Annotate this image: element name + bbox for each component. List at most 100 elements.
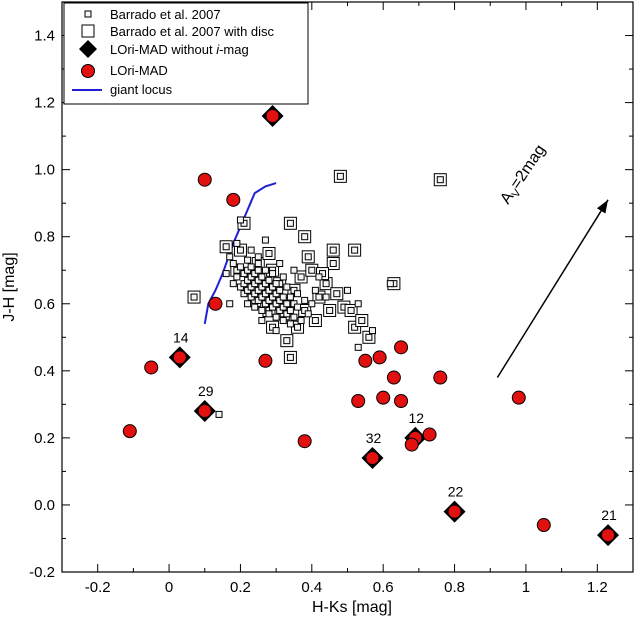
disc-square-inner xyxy=(265,249,273,257)
legend-marker-red-circle xyxy=(81,64,95,78)
y-tick-label: 0.2 xyxy=(34,430,55,447)
disc-square-inner xyxy=(365,333,373,341)
barrado-square xyxy=(272,313,280,321)
lori-circle xyxy=(297,434,312,449)
barrado-square xyxy=(279,317,287,325)
barrado-square xyxy=(297,317,305,325)
barrado-square xyxy=(283,300,291,308)
barrado-square xyxy=(286,293,294,301)
barrado-square xyxy=(222,270,230,278)
barrado-square xyxy=(279,273,287,281)
lori-circle xyxy=(351,394,366,408)
lori-circle xyxy=(404,437,419,452)
lori-circle xyxy=(394,340,409,355)
barrado-square xyxy=(308,300,316,308)
y-tick-label: 0.4 xyxy=(34,363,55,380)
x-tick-label: 0.2 xyxy=(230,579,251,596)
disc-square-inner xyxy=(347,306,355,314)
arrow-head xyxy=(596,199,609,214)
disc-square-inner xyxy=(308,266,316,274)
lori-circle xyxy=(144,360,159,375)
disc-square-inner xyxy=(222,243,230,251)
barrado-square xyxy=(261,236,269,244)
barrado-square xyxy=(344,286,351,294)
legend-marker-small-square xyxy=(84,10,92,18)
lori-circle xyxy=(447,504,462,519)
disc-square-inner xyxy=(329,260,337,268)
point-label: 12 xyxy=(409,410,425,426)
barrado-square xyxy=(311,286,319,294)
barrado-square xyxy=(290,313,298,321)
barrado-square xyxy=(265,276,273,284)
disc-square-inner xyxy=(436,176,444,184)
disc-square-inner xyxy=(329,246,337,254)
disc-square-inner xyxy=(351,246,359,254)
barrado-square xyxy=(258,273,266,281)
barrado-square xyxy=(233,273,241,281)
disc-square-inner xyxy=(297,273,305,281)
barrado-square xyxy=(265,310,273,318)
barrado-square xyxy=(251,303,259,311)
lori-circle xyxy=(601,528,616,543)
disc-square-inner xyxy=(236,246,244,254)
barrado-square xyxy=(233,239,241,247)
disc-square-inner xyxy=(304,253,312,261)
extinction-label: AV=2mag xyxy=(497,142,551,209)
legend-label-lori: LOri-MAD xyxy=(110,63,168,78)
lori-circle xyxy=(122,424,137,439)
y-tick-label: 0.8 xyxy=(34,229,55,246)
barrado-square xyxy=(368,327,376,335)
disc-square-inner xyxy=(286,219,294,227)
axis-ticks: -0.2 0 0.2 0.4 0.6 0.8 1 1.2 -0.2 0.0 0.2 0.4 0.6 0.8… xyxy=(29,1,634,596)
barrado-square xyxy=(226,253,234,261)
disc-square-inner xyxy=(326,306,334,314)
lori-circle xyxy=(376,390,391,405)
barrado-square xyxy=(254,266,262,274)
lori-circle xyxy=(372,350,387,365)
lori-circle xyxy=(386,370,401,385)
barrado-square xyxy=(354,300,362,308)
x-tick-label: 0.4 xyxy=(301,579,322,596)
barrado-square xyxy=(286,320,294,328)
barrado-square xyxy=(294,290,302,298)
disc-square-inner xyxy=(333,290,341,298)
x-tick-label: 0 xyxy=(165,579,173,596)
legend-label-lori-no-i: LOri-MAD without i-mag xyxy=(110,42,249,57)
lori-circle xyxy=(511,390,526,405)
legend-marker-diamond xyxy=(79,40,97,58)
x-tick-label: 0.8 xyxy=(444,579,465,596)
barrado-square xyxy=(301,296,309,304)
y-tick-label: -0.2 xyxy=(29,564,55,581)
legend-label-barrado: Barrado et al. 2007 xyxy=(110,7,221,22)
barrado-square xyxy=(236,216,244,224)
y-tick-label: 0.6 xyxy=(34,296,55,313)
legend: Barrado et al. 2007 Barrado et al. 2007 … xyxy=(63,2,309,105)
legend-label-barrado-disc: Barrado et al. 2007 with disc xyxy=(110,24,275,39)
barrado-square xyxy=(315,273,323,281)
barrado-square xyxy=(261,266,269,274)
barrado-square xyxy=(244,300,252,308)
disc-square-inner xyxy=(311,317,319,325)
point-label: 32 xyxy=(366,430,382,446)
y-tick-label: 1.0 xyxy=(34,162,55,179)
x-tick-label: -0.2 xyxy=(85,579,111,596)
disc-square-inner xyxy=(358,317,366,325)
barrado-square xyxy=(258,317,266,325)
barrado-square xyxy=(215,410,223,418)
barrado-square xyxy=(272,327,280,335)
legend-label-giant: giant locus xyxy=(110,82,173,97)
lori-circle xyxy=(197,172,212,187)
lori-circle xyxy=(422,427,437,442)
lori-circle xyxy=(433,370,448,385)
disc-square-inner xyxy=(294,323,302,331)
disc-square-inner xyxy=(322,280,330,288)
lori-circle xyxy=(358,353,373,368)
barrado-square xyxy=(258,306,266,314)
y-tick-label: 1.2 xyxy=(34,95,55,112)
point-label: 22 xyxy=(448,484,464,500)
barrado-square xyxy=(226,300,234,308)
barrado-square xyxy=(276,286,284,294)
lori-circle xyxy=(265,109,280,123)
lori-circle xyxy=(365,451,380,465)
